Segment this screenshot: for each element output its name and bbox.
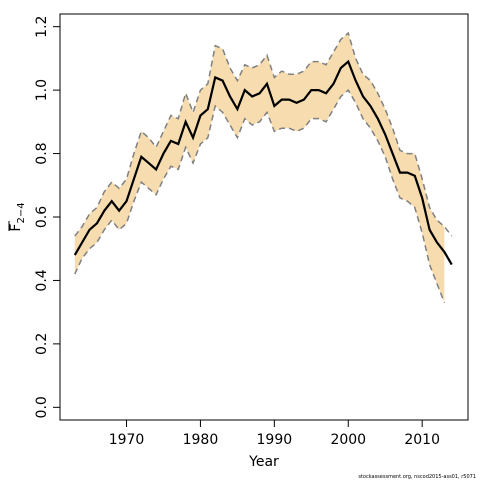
y-label-text: F2−4 <box>8 202 27 231</box>
y-tick-label: 0.8 <box>34 142 50 164</box>
y-tick-label: 0.4 <box>34 269 50 291</box>
confidence-band <box>74 33 445 303</box>
x-axis-label: Year <box>248 454 279 470</box>
y-tick-label: 0.2 <box>34 333 50 355</box>
y-label-sub: 2−4 <box>16 202 27 223</box>
x-tick-label: 1990 <box>257 432 293 448</box>
x-tick-label: 2000 <box>330 432 366 448</box>
bound-line <box>74 31 453 237</box>
y-axis-label: F2−4 <box>8 202 27 231</box>
x-tick-label: 1970 <box>109 432 145 448</box>
y-tick-label: 1.0 <box>34 79 50 101</box>
footnote: stockassessment.org, nscod2015-ass01, r5… <box>358 474 476 480</box>
x-tick-label: 2010 <box>404 432 440 448</box>
x-tick-label: 1980 <box>183 432 219 448</box>
y-tick-label: 1.2 <box>34 16 50 38</box>
y-tick-label: 0.0 <box>34 396 50 418</box>
estimate-line <box>73 59 453 266</box>
y-label-main: F <box>8 224 24 232</box>
y-tick-label: 0.6 <box>34 206 50 228</box>
bound-line <box>74 88 446 303</box>
